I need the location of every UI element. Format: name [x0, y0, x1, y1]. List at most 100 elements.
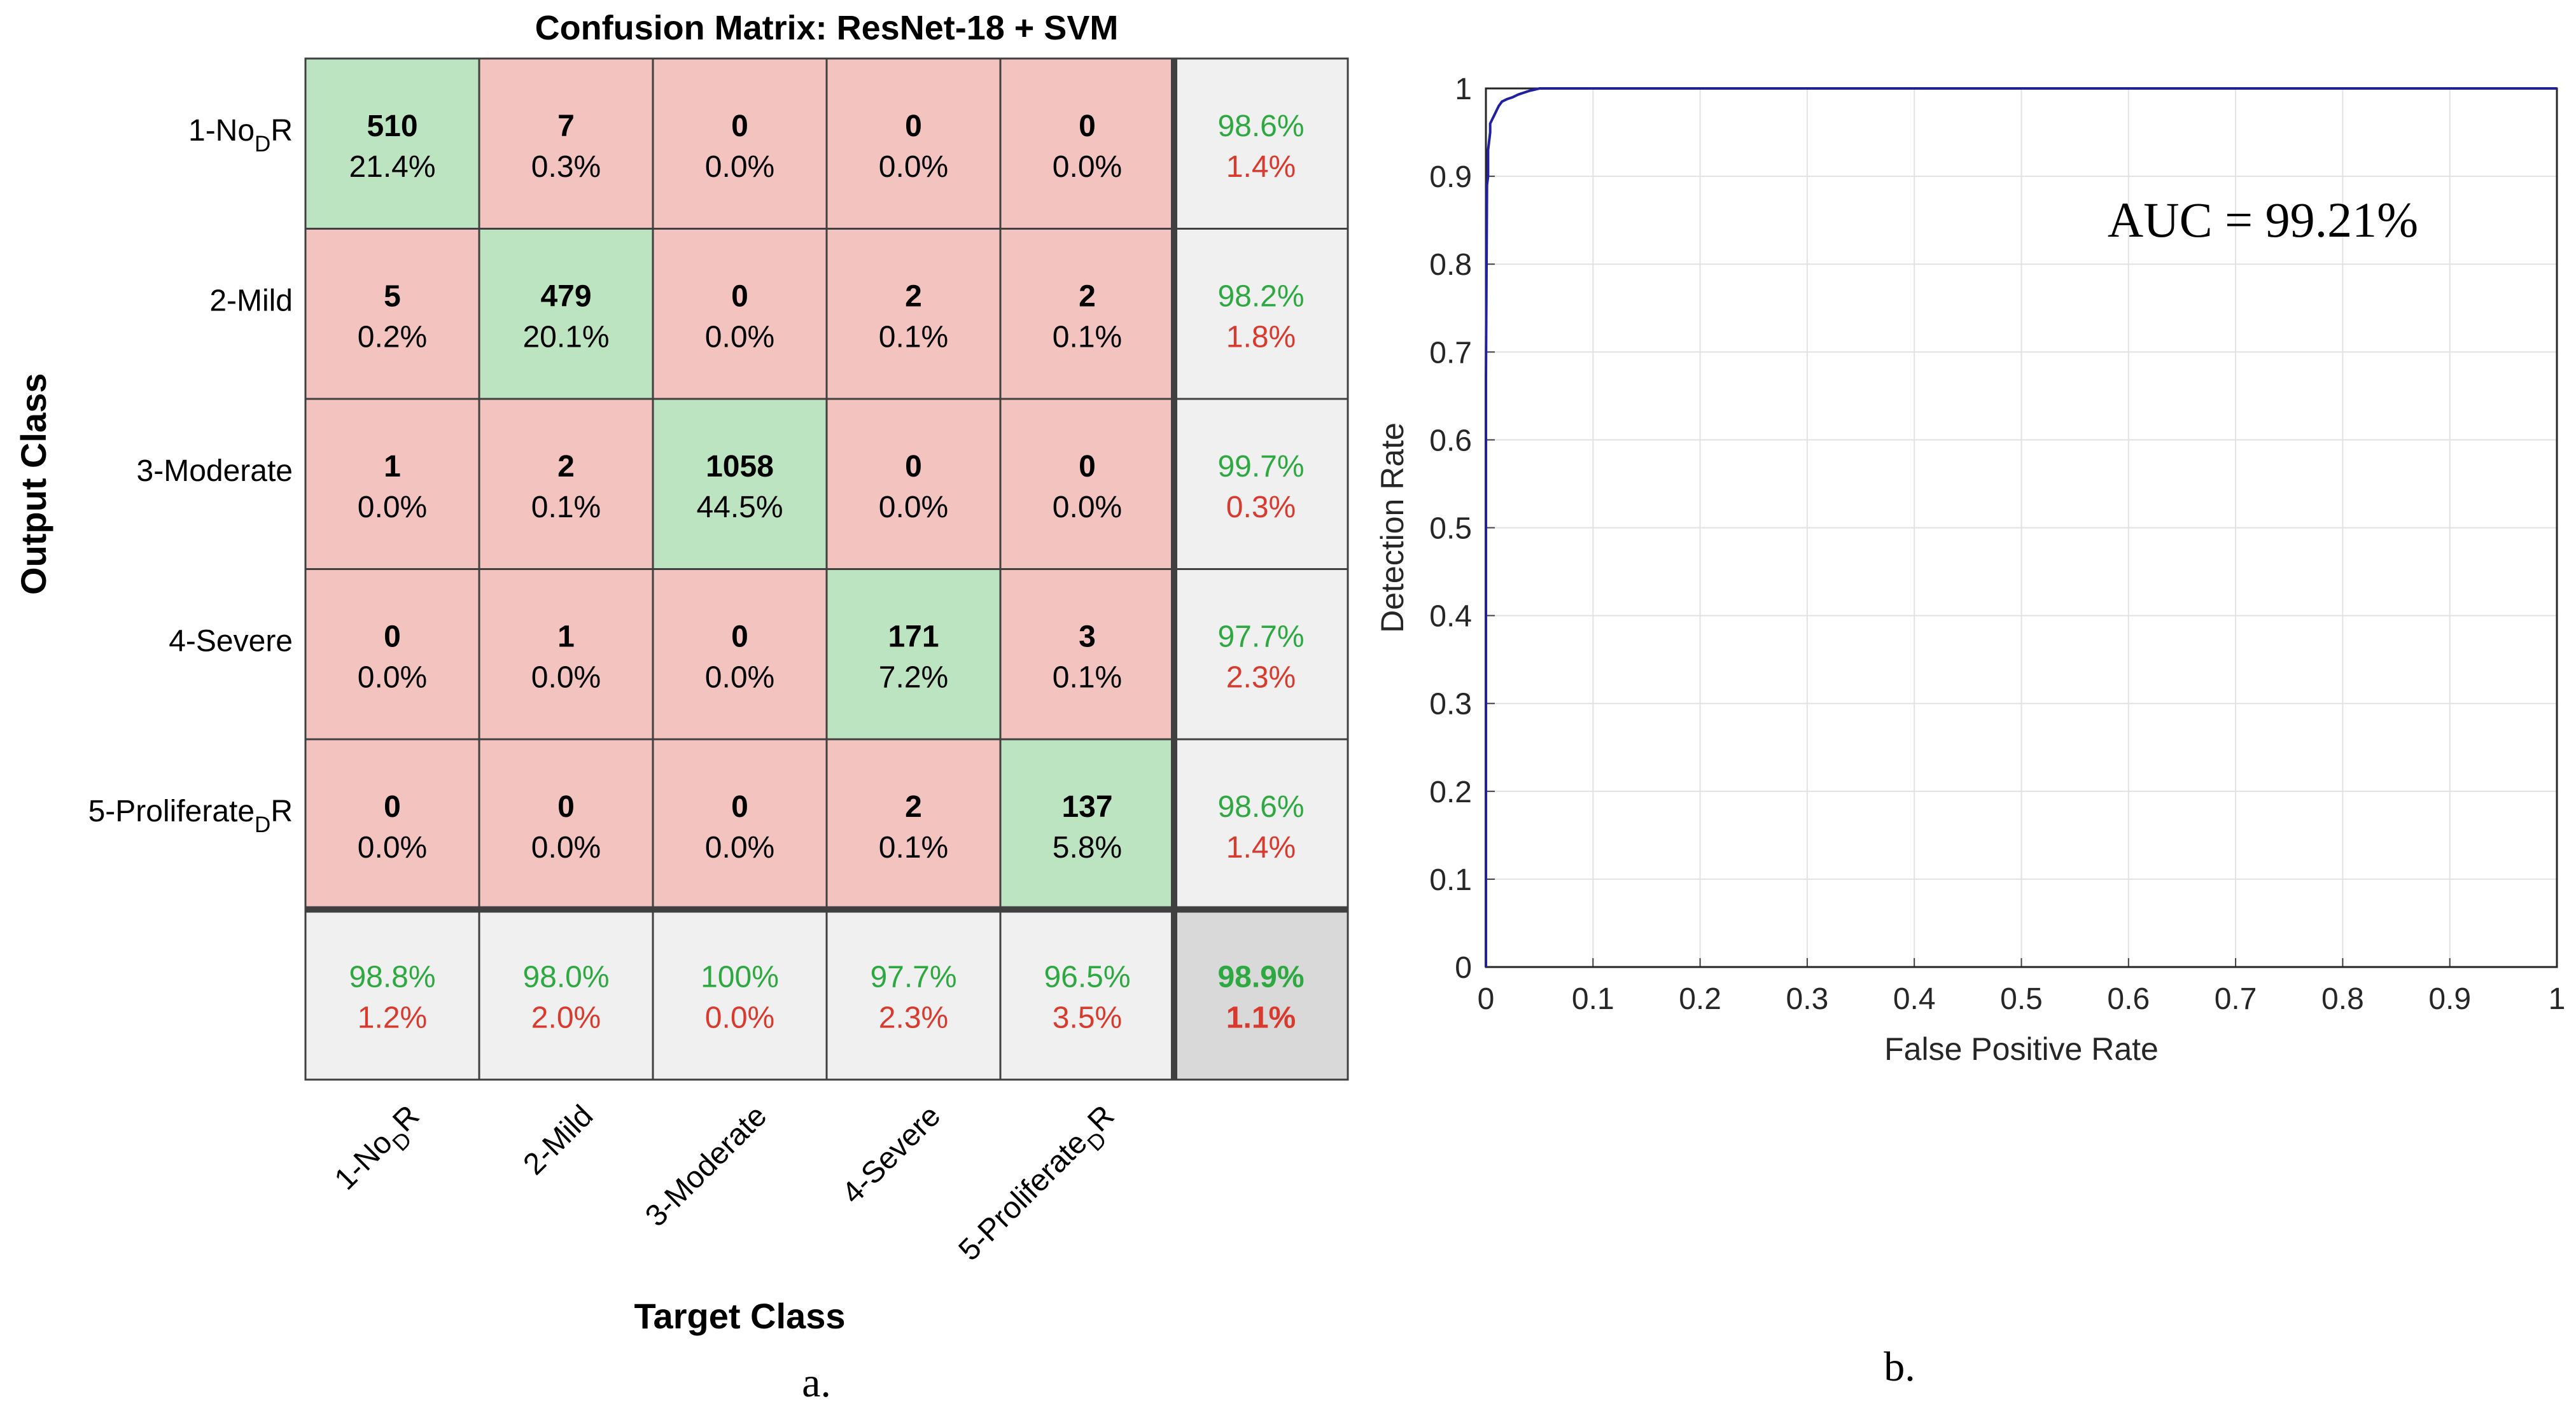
class-label-suffix: R [1081, 1099, 1121, 1138]
matrix-cell [304, 568, 480, 741]
row-precision: 99.7% [1217, 450, 1304, 484]
matrix-cell [1173, 398, 1349, 570]
class-label-text: 1-No [188, 114, 255, 148]
class-label-text: 2-Mild [517, 1099, 599, 1181]
overall-error: 1.1% [1226, 1001, 1296, 1034]
y-tick-label: 0.6 [1429, 424, 1472, 457]
matrix-cell [1173, 908, 1349, 1081]
cell-count: 0 [384, 620, 401, 653]
class-label-text: 4-Severe [836, 1099, 947, 1210]
column-recall: 100% [701, 960, 779, 994]
matrix-cell [478, 228, 654, 400]
row-error: 1.4% [1226, 831, 1296, 865]
roc-curve-panel: 0 0.1 0.2 0.3 0.4 0.5 0.6 0.7 0.8 0.9 1 0 0.1 0.2 0.3 0… [1375, 73, 2565, 1390]
matrix-cell [999, 228, 1175, 400]
matrix-cell [304, 228, 480, 400]
column-error: 2.3% [879, 1001, 948, 1034]
cell-count: 0 [731, 279, 748, 313]
matrix-cell [478, 738, 654, 910]
matrix-cell [999, 57, 1175, 230]
output-class-label: 5-ProliferateDR [88, 795, 293, 837]
class-label-subscript: D [255, 132, 270, 157]
cell-count: 0 [1079, 450, 1096, 484]
column-recall: 98.8% [349, 960, 435, 994]
row-error: 1.8% [1226, 320, 1296, 354]
y-tick-label: 0.7 [1429, 336, 1472, 370]
y-tick-label: 1 [1455, 73, 1472, 106]
matrix-cell [1173, 568, 1349, 741]
column-recall: 96.5% [1044, 960, 1130, 994]
cell-count: 2 [1079, 279, 1096, 313]
row-error: 2.3% [1226, 660, 1296, 694]
cell-count: 0 [731, 620, 748, 653]
matrix-cell [304, 57, 480, 230]
row-precision: 98.2% [1217, 279, 1304, 313]
matrix-cell [1173, 738, 1349, 910]
cell-percent: 0.0% [879, 491, 948, 524]
cell-count: 1058 [706, 450, 774, 484]
matrix-cell [999, 398, 1175, 570]
cell-count: 171 [888, 620, 939, 653]
matrix-cell [652, 57, 828, 230]
class-label-text: 2-Mild [209, 284, 293, 317]
class-label-text: 1-No [328, 1126, 399, 1197]
matrix-cell [478, 908, 654, 1081]
auc-annotation: AUC = 99.21% [2108, 192, 2418, 247]
cell-count: 7 [557, 109, 575, 143]
class-label-text: 5-Proliferate [953, 1126, 1094, 1267]
cell-count: 510 [367, 109, 417, 143]
x-tick-label: 0.8 [2321, 982, 2364, 1016]
x-tick-label: 0.3 [1786, 982, 1829, 1016]
matrix-cell [999, 738, 1175, 910]
cell-percent: 7.2% [879, 660, 948, 694]
cell-percent: 0.1% [879, 831, 948, 865]
cell-percent: 0.1% [879, 320, 948, 354]
x-tick-label: 0 [1478, 982, 1495, 1016]
matrix-cell [825, 738, 1002, 910]
target-class-label: 5-ProliferateDR [953, 1099, 1128, 1274]
class-label-text: 3-Moderate [137, 454, 293, 488]
cell-count: 479 [540, 279, 591, 313]
cell-percent: 0.2% [358, 320, 427, 354]
column-error: 1.2% [358, 1001, 427, 1034]
y-axis-label: Output Class [13, 373, 53, 595]
output-class-label: 2-Mild [209, 284, 293, 317]
row-precision: 98.6% [1217, 109, 1304, 143]
cell-percent: 0.0% [705, 150, 774, 184]
matrix-cell [652, 398, 828, 570]
cell-count: 1 [557, 620, 575, 653]
cell-percent: 20.1% [522, 320, 609, 354]
y-tick-label: 0.2 [1429, 776, 1472, 809]
column-recall: 97.7% [870, 960, 956, 994]
cell-count: 0 [557, 790, 575, 824]
matrix-cell [825, 568, 1002, 741]
row-precision: 97.7% [1217, 620, 1304, 653]
panel-label-a: a. [802, 1360, 831, 1406]
cell-percent: 0.1% [531, 491, 601, 524]
cell-percent: 0.0% [879, 150, 948, 184]
x-tick-label: 0.1 [1572, 982, 1614, 1016]
x-tick-label: 0.6 [2107, 982, 2150, 1016]
cell-percent: 0.0% [1053, 491, 1122, 524]
y-axis-label: Detection Rate [1375, 422, 1410, 633]
cell-percent: 0.1% [1053, 660, 1122, 694]
class-label-suffix: R [270, 795, 293, 828]
x-tick-label: 1 [2549, 982, 2566, 1016]
cell-percent: 44.5% [696, 491, 783, 524]
cell-percent: 0.0% [358, 491, 427, 524]
x-tick-label: 0.4 [1893, 982, 1936, 1016]
y-tick-label: 0 [1455, 951, 1472, 985]
cell-count: 5 [384, 279, 401, 313]
matrix-cell [478, 398, 654, 570]
cell-count: 2 [557, 450, 575, 484]
cell-percent: 0.3% [531, 150, 601, 184]
matrix-cell [1173, 57, 1349, 230]
cell-percent: 0.0% [531, 660, 601, 694]
matrix-cell [825, 228, 1002, 400]
matrix-cell [999, 908, 1175, 1081]
cell-percent: 0.0% [358, 660, 427, 694]
x-tick-label: 0.9 [2428, 982, 2471, 1016]
matrix-cell [999, 568, 1175, 741]
cell-count: 2 [905, 790, 922, 824]
